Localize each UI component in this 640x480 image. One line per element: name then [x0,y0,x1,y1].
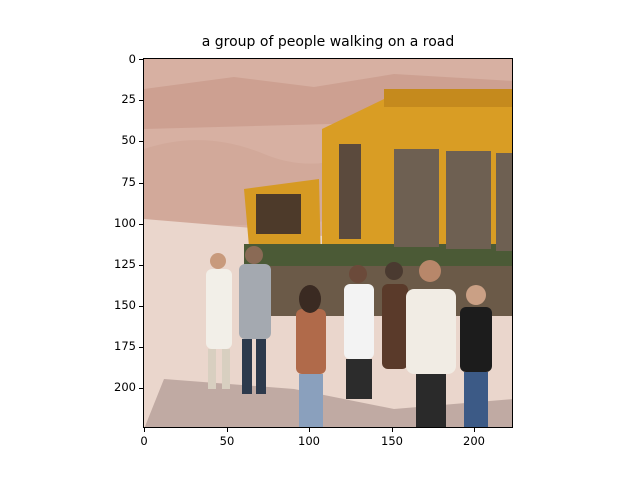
y-tick-mark [139,347,143,348]
y-tick-mark [139,100,143,101]
person-5 [382,284,408,369]
y-tick-mark [139,183,143,184]
bus-window-1 [339,144,361,239]
bus-stripe [244,244,512,266]
bus-window-4 [496,153,512,251]
person-6 [406,289,456,374]
y-tick-mark [139,224,143,225]
y-tick-label: 100 [114,216,136,230]
y-tick-mark [139,59,143,60]
y-tick-mark [139,141,143,142]
y-tick-mark [139,388,143,389]
x-tick-mark [227,428,228,432]
x-tick-mark [144,428,145,432]
x-tick-label: 0 [140,434,148,448]
image-axes [143,58,513,428]
bus-roof-rack [384,89,512,107]
person-3 [296,309,326,374]
person-4 [344,284,374,359]
bus-window-3 [446,151,491,249]
people [206,246,492,427]
y-tick-mark [139,265,143,266]
y-tick-label: 175 [114,339,136,353]
bus-windshield [256,194,301,234]
person-7 [460,307,492,372]
x-tick-label: 200 [463,434,485,448]
bus-window-2 [394,149,439,247]
photo [144,59,512,427]
person-1 [206,269,232,349]
plot-title: a group of people walking on a road [201,34,455,50]
person-2 [239,264,271,339]
y-tick-label: 125 [114,257,136,271]
x-tick-label: 50 [219,434,235,448]
x-tick-label: 100 [298,434,320,448]
y-tick-label: 0 [128,52,136,66]
y-tick-label: 75 [121,175,136,189]
y-tick-label: 200 [114,380,136,394]
x-tick-mark [474,428,475,432]
y-tick-label: 50 [121,133,136,147]
x-tick-mark [392,428,393,432]
y-tick-label: 150 [114,298,136,312]
x-tick-label: 150 [381,434,403,448]
x-tick-mark [309,428,310,432]
y-tick-mark [139,306,143,307]
y-tick-label: 25 [121,92,136,106]
